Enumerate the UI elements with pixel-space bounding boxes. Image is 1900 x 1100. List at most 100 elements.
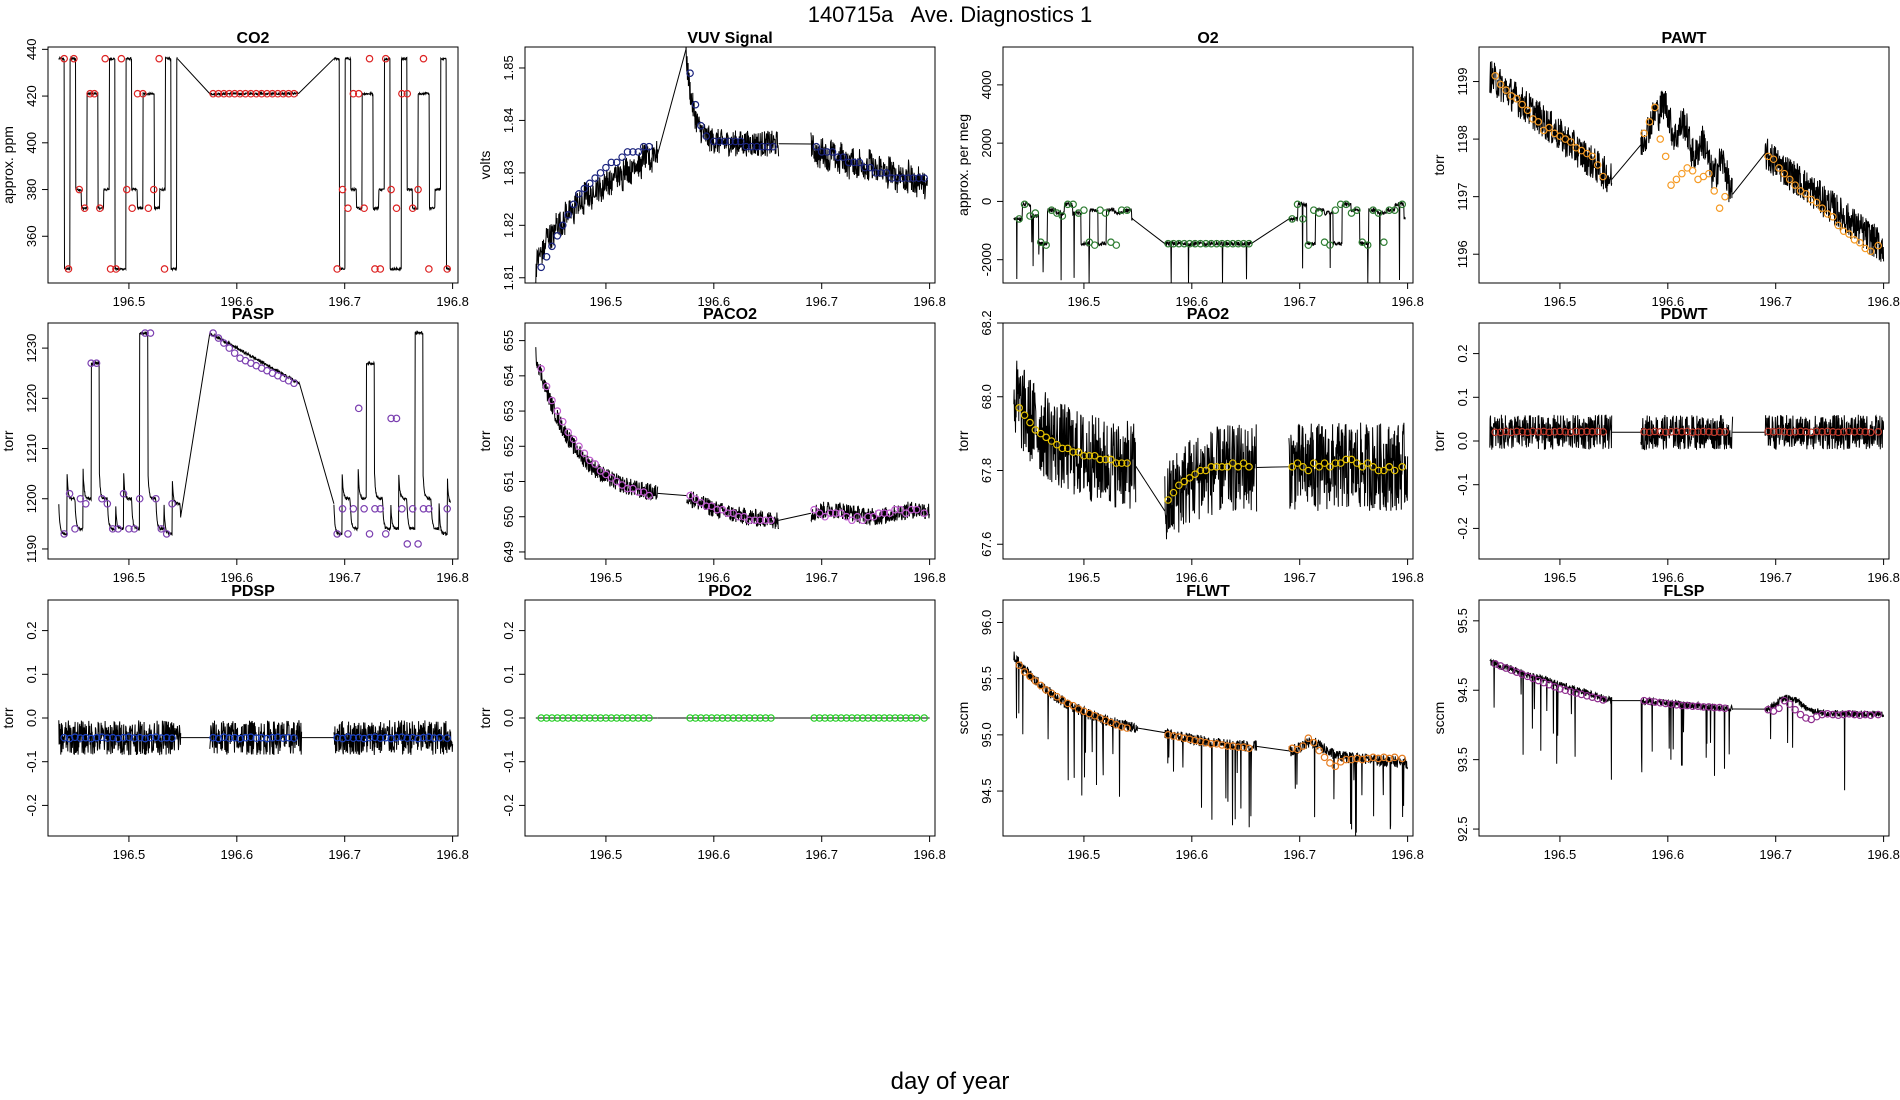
- average-marker: [1715, 703, 1724, 712]
- y-tick-label: 0.1: [1455, 388, 1470, 406]
- average-marker: [1369, 753, 1377, 762]
- average-marker: [1031, 677, 1040, 685]
- average-marker: [125, 525, 133, 533]
- average-marker: [580, 449, 589, 458]
- y-tick-label: 0.0: [501, 709, 516, 727]
- average-marker: [1856, 238, 1864, 247]
- average-marker: [371, 733, 379, 742]
- average-marker: [1069, 701, 1077, 710]
- average-marker: [1656, 135, 1665, 143]
- average-marker: [542, 714, 551, 722]
- average-marker: [821, 512, 829, 521]
- average-marker: [106, 265, 115, 273]
- average-marker: [1710, 703, 1719, 712]
- raw-trace: [209, 331, 300, 385]
- average-marker: [1572, 689, 1580, 697]
- average-marker: [639, 714, 648, 722]
- average-marker: [634, 148, 643, 156]
- x-tick-label: 196.8: [1867, 294, 1900, 309]
- average-marker: [1780, 169, 1789, 178]
- plot-frame: [47, 46, 459, 284]
- y-tick-label: 68.0: [979, 384, 994, 409]
- average-marker: [702, 502, 711, 510]
- average-marker: [1861, 428, 1870, 436]
- average-marker: [1123, 206, 1131, 214]
- average-marker: [146, 733, 155, 742]
- average-marker: [333, 265, 341, 273]
- average-marker: [1845, 230, 1853, 238]
- average-marker: [1512, 427, 1521, 436]
- plot-frame: [1478, 599, 1890, 837]
- average-marker: [1020, 411, 1029, 419]
- average-marker: [920, 174, 929, 182]
- average-marker: [408, 733, 417, 742]
- average-marker: [1678, 428, 1686, 436]
- average-marker: [591, 460, 599, 468]
- x-tick-label: 196.5: [1068, 570, 1101, 585]
- average-marker: [139, 89, 147, 98]
- average-marker: [1347, 455, 1356, 464]
- y-tick-label: 1.81: [501, 265, 516, 290]
- average-marker: [157, 734, 166, 742]
- average-marker: [1080, 206, 1088, 214]
- x-tick-label: 196.7: [805, 847, 838, 862]
- average-marker: [1293, 200, 1302, 209]
- average-marker: [1683, 701, 1692, 710]
- average-marker: [1299, 215, 1307, 223]
- average-marker: [1561, 686, 1570, 695]
- average-marker: [612, 477, 621, 486]
- average-marker: [241, 89, 250, 98]
- average-marker: [1593, 694, 1602, 703]
- average-marker: [842, 714, 851, 722]
- average-marker: [1180, 734, 1189, 743]
- average-marker: [1588, 428, 1597, 436]
- average-marker: [1218, 463, 1226, 471]
- average-marker: [87, 359, 95, 367]
- average-marker: [720, 137, 729, 146]
- average-marker: [1042, 686, 1050, 694]
- y-tick-label: 67.6: [979, 532, 994, 557]
- average-marker: [1656, 698, 1665, 707]
- y-tick-label: 2000: [979, 129, 994, 158]
- average-marker: [1572, 427, 1580, 436]
- average-marker: [1390, 466, 1399, 475]
- average-marker: [1047, 437, 1056, 445]
- average-marker: [1529, 427, 1537, 436]
- average-marker: [349, 504, 358, 513]
- x-tick-label: 196.8: [1391, 294, 1424, 309]
- average-marker: [76, 494, 85, 503]
- average-marker: [734, 714, 743, 722]
- average-marker: [155, 54, 163, 63]
- average-marker: [747, 142, 756, 151]
- average-marker: [257, 733, 266, 742]
- average-marker: [365, 733, 374, 742]
- average-marker: [381, 733, 390, 742]
- average-marker: [904, 174, 912, 182]
- average-marker: [1599, 696, 1607, 704]
- average-marker: [1175, 239, 1183, 248]
- average-marker: [718, 505, 727, 514]
- average-marker: [290, 89, 298, 98]
- x-tick-label: 196.6: [1652, 570, 1685, 585]
- x-tick-label: 196.7: [805, 570, 838, 585]
- average-marker: [371, 265, 379, 273]
- y-tick-label: 94.5: [979, 778, 994, 803]
- average-marker: [1672, 427, 1681, 436]
- y-tick-label: 4000: [979, 70, 994, 99]
- average-marker: [1053, 692, 1061, 701]
- average-marker: [1818, 204, 1826, 212]
- average-marker: [1020, 668, 1029, 676]
- average-marker: [1791, 705, 1799, 714]
- average-marker: [1599, 172, 1607, 181]
- average-marker: [1239, 239, 1248, 248]
- average-marker: [144, 204, 153, 213]
- x-tick-label: 196.8: [913, 570, 946, 585]
- average-marker: [629, 714, 637, 722]
- average-marker: [1058, 212, 1067, 220]
- y-tick-label: 95.5: [1455, 608, 1470, 633]
- average-marker: [103, 734, 112, 742]
- average-marker: [1164, 496, 1172, 504]
- average-marker: [742, 142, 750, 151]
- average-marker: [1845, 427, 1853, 436]
- y-tick-label: 1.82: [501, 213, 516, 238]
